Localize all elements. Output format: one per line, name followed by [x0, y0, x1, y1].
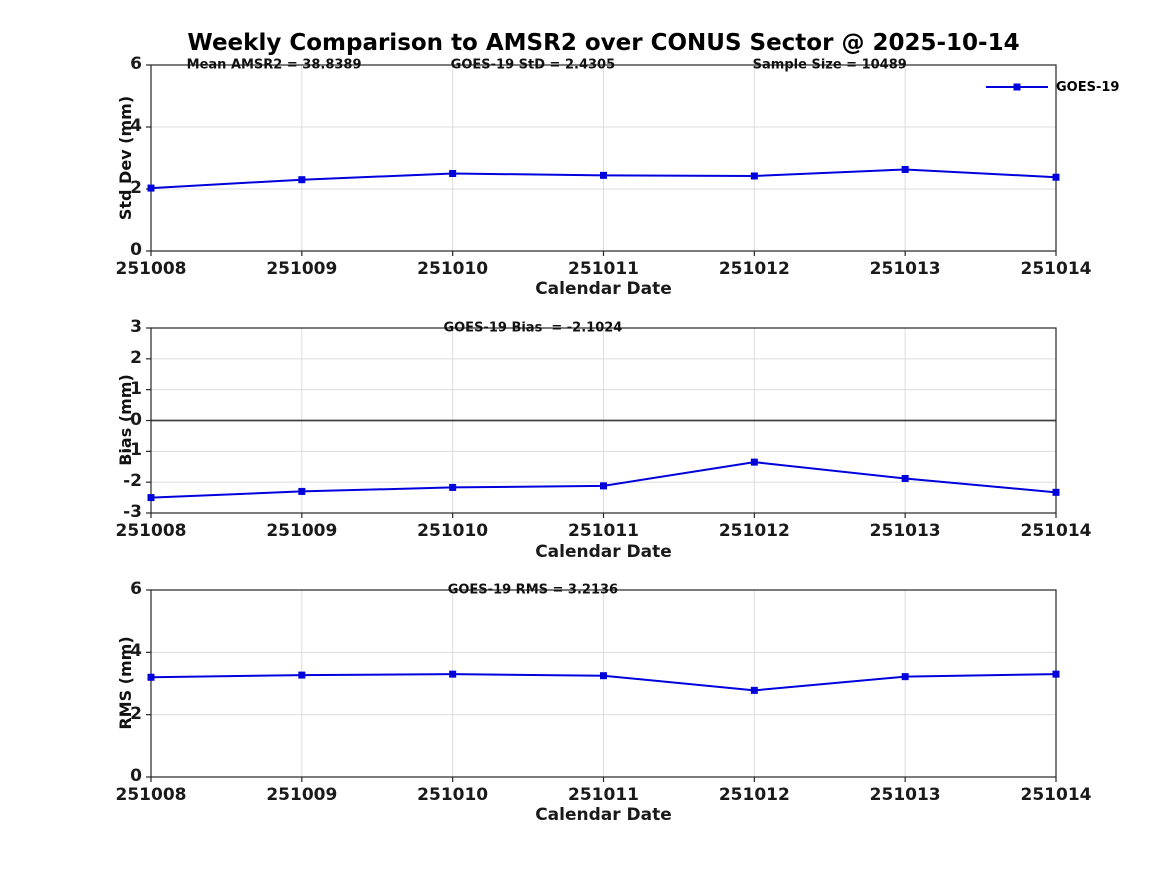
- y-tick-label: 6: [130, 54, 142, 74]
- y-tick-label: 1: [130, 378, 142, 399]
- x-tick-label: 251008: [115, 521, 187, 541]
- x-tick-label: 251012: [718, 785, 790, 805]
- y-tick-label: -3: [123, 502, 142, 522]
- y-tick-label: 3: [130, 317, 142, 337]
- x-tick-label: 251012: [718, 521, 790, 541]
- legend-label: GOES-19: [1056, 79, 1120, 95]
- y-tick-label: 2: [130, 703, 142, 724]
- x-axis-label-std-dev: Calendar Date: [535, 279, 672, 299]
- y-tick-label: 4: [130, 641, 142, 662]
- x-tick-label: 251013: [869, 785, 941, 805]
- annotation-goes19-std: GOES-19 StD = 2.4305: [450, 57, 616, 73]
- y-tick-label: 4: [130, 116, 142, 136]
- x-axis-label-rms: Calendar Date: [535, 805, 672, 825]
- x-tick-label: 251013: [869, 521, 941, 541]
- y-tick-label: 2: [130, 347, 142, 368]
- x-tick-label: 251009: [266, 785, 338, 805]
- x-tick-label: 251011: [568, 521, 639, 541]
- x-tick-label: 251010: [417, 785, 489, 805]
- annotation-mean-amsr2: Mean AMSR2 = 38.8389: [186, 57, 362, 73]
- x-tick-label: 251012: [718, 259, 790, 279]
- y-tick-label: -2: [123, 471, 142, 492]
- x-tick-label: 251014: [1020, 259, 1092, 279]
- x-tick-label: 251013: [869, 259, 941, 279]
- x-tick-label: 251009: [266, 521, 338, 541]
- x-tick-label: 251014: [1020, 521, 1092, 541]
- y-axis-label-rms: RMS (mm): [116, 636, 135, 730]
- y-tick-label: 2: [130, 178, 142, 198]
- x-tick-label: 251008: [115, 259, 187, 279]
- y-tick-label: -1: [123, 440, 142, 461]
- y-tick-label: 0: [130, 409, 142, 430]
- y-tick-label: 6: [130, 579, 142, 599]
- y-tick-label: 0: [130, 766, 142, 786]
- legend-line-sample-icon: [986, 83, 1048, 91]
- annotation-sample-size: Sample Size = 10489: [752, 57, 907, 73]
- x-tick-label: 251010: [417, 259, 489, 279]
- annotation-goes19-rms: GOES-19 RMS = 3.2136: [447, 582, 619, 598]
- x-tick-label: 251011: [568, 785, 639, 805]
- x-tick-label: 251014: [1020, 785, 1092, 805]
- x-tick-label: 251010: [417, 521, 489, 541]
- x-tick-label: 251009: [266, 259, 338, 279]
- legend: GOES-19: [985, 79, 1119, 95]
- y-tick-label: 0: [130, 240, 142, 260]
- annotation-goes19-bias: GOES-19 Bias = -2.1024: [443, 320, 623, 336]
- x-tick-label: 251008: [115, 785, 187, 805]
- y-axis-label-std-dev: Std Dev (mm): [116, 95, 135, 221]
- x-tick-label: 251011: [568, 259, 639, 279]
- x-axis-label-bias: Calendar Date: [535, 542, 672, 562]
- figure-title: Weekly Comparison to AMSR2 over CONUS Se…: [187, 30, 1020, 56]
